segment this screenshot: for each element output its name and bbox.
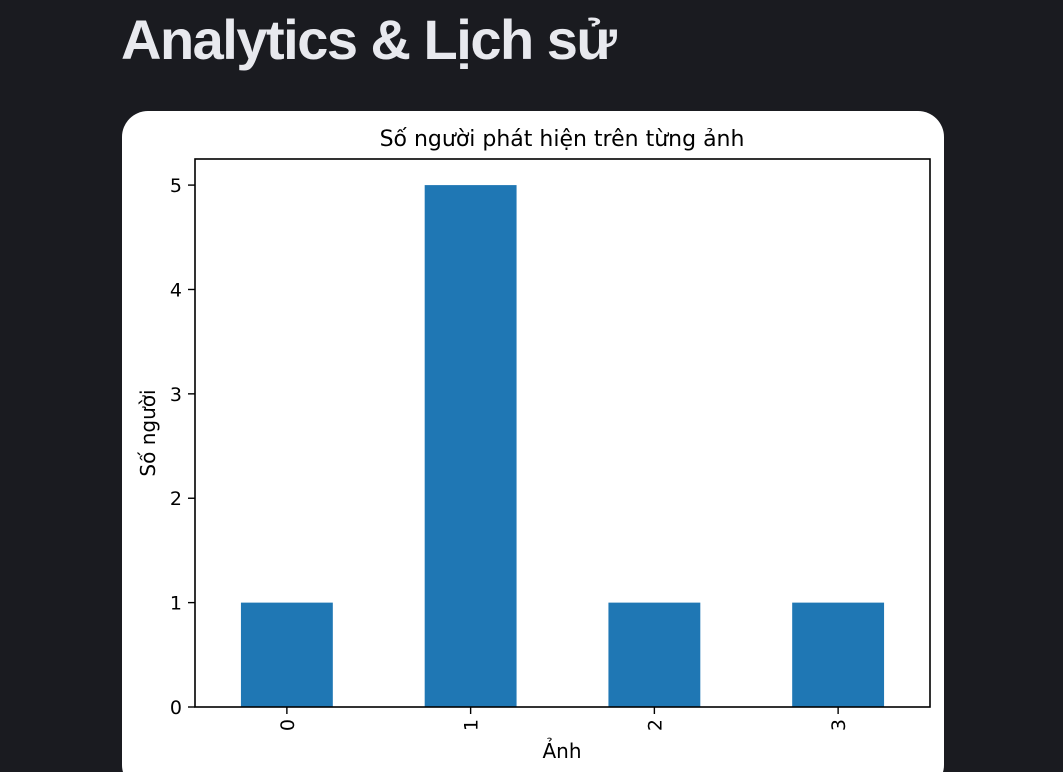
- y-tick-label-5: 5: [170, 175, 182, 197]
- y-tick-label-2: 2: [170, 488, 182, 510]
- bar-2: [608, 602, 701, 707]
- chart-title: Số người phát hiện trên từng ảnh: [380, 127, 745, 152]
- plot-frame: [194, 158, 931, 708]
- y-tick-label-1: 1: [170, 593, 182, 615]
- y-tick-label-4: 4: [170, 279, 182, 301]
- x-tick-label-1: 1: [461, 719, 483, 731]
- x-tick-label-2: 2: [644, 719, 666, 731]
- y-axis-label: Số người: [136, 389, 160, 476]
- page-title: Analytics & Lịch sử: [121, 8, 617, 71]
- x-tick-label-0: 0: [277, 719, 299, 731]
- bar-0: [240, 602, 333, 707]
- x-tick-label-3: 3: [828, 719, 850, 731]
- bar-3: [792, 602, 885, 707]
- x-axis-label: Ảnh: [542, 738, 581, 763]
- y-tick-label-0: 0: [170, 697, 182, 719]
- y-tick-label-3: 3: [170, 384, 182, 406]
- bar-chart: Số người phát hiện trên từng ảnh 0123450…: [136, 127, 931, 763]
- bar-1: [424, 185, 517, 708]
- plot-area: 0 1 2 3 4 5 0 1 2 3: [170, 158, 931, 731]
